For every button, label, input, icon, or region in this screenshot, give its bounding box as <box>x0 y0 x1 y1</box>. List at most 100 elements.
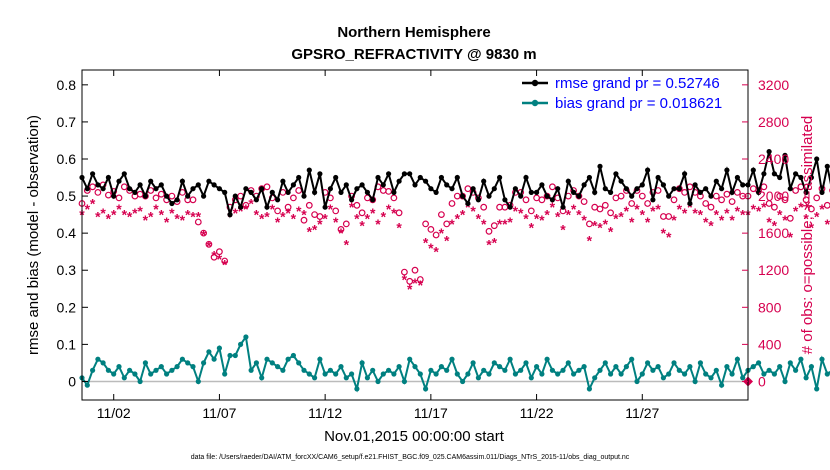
rmse-point <box>803 189 809 195</box>
bias-point <box>380 371 386 377</box>
bias-point <box>528 375 534 381</box>
bias-point <box>787 360 793 366</box>
possible-obs-point <box>718 196 725 204</box>
possible-obs-point <box>802 196 810 204</box>
bias-point <box>449 356 455 362</box>
assimilated-obs-point: * <box>761 199 767 215</box>
rmse-point <box>142 193 148 199</box>
rmse-point <box>121 171 127 177</box>
assimilated-obs-point: * <box>486 236 492 252</box>
bias-point <box>682 371 688 377</box>
rmse-point <box>232 193 238 199</box>
possible-obs-point <box>342 220 350 228</box>
rmse-point <box>555 186 561 192</box>
bias-point <box>438 364 444 370</box>
assimilated-obs-point: * <box>682 205 688 221</box>
bias-point <box>444 367 450 373</box>
rmse-point <box>697 189 704 195</box>
assimilated-obs-point: * <box>581 212 587 228</box>
bias-point <box>375 378 381 385</box>
rmse-point <box>312 189 318 195</box>
possible-obs-point <box>628 200 636 207</box>
assimilated-obs-point: * <box>576 207 582 223</box>
assimilated-obs-point: * <box>819 201 825 217</box>
bias-point <box>719 382 725 388</box>
bias-point <box>338 364 344 370</box>
rmse-point <box>211 182 217 188</box>
possible-obs-point <box>638 192 646 200</box>
y-tick-label: 0.4 <box>57 225 77 241</box>
bias-point <box>153 367 159 373</box>
assimilated-obs-point: * <box>439 225 445 241</box>
rmse-point <box>116 178 122 184</box>
x-tick-label: 11/22 <box>520 405 554 421</box>
bias-point <box>116 364 122 370</box>
bias-point <box>222 371 228 377</box>
possible-obs-point <box>295 187 303 194</box>
chart-title: Northern Hemisphere <box>337 24 490 41</box>
rmse-point <box>380 182 386 188</box>
possible-obs-point <box>337 225 345 233</box>
rmse-point <box>148 178 154 184</box>
assimilated-obs-point: * <box>502 216 508 232</box>
assimilated-obs-point: * <box>211 247 217 263</box>
bias-point <box>460 378 466 385</box>
rmse-point <box>719 186 725 192</box>
assimilated-obs-point: * <box>95 209 101 225</box>
rmse-point <box>491 186 497 192</box>
bias-point <box>127 367 133 373</box>
bias-point <box>312 375 318 381</box>
y2-tick-label: 1600 <box>758 225 789 241</box>
assimilated-obs-point: * <box>740 207 746 223</box>
possible-obs-point <box>734 188 741 196</box>
bias-point <box>708 375 714 381</box>
assimilated-obs-point: * <box>174 210 180 226</box>
possible-obs-point <box>765 200 773 207</box>
rmse-point <box>179 178 185 184</box>
possible-obs-point <box>707 203 715 211</box>
bias-point <box>317 356 323 362</box>
assimilated-obs-point: * <box>788 229 794 245</box>
bias-point <box>322 371 328 377</box>
assimilated-obs-point: * <box>587 233 593 249</box>
assimilated-obs-point: * <box>90 196 96 212</box>
rmse-point <box>534 189 540 195</box>
rmse-point <box>454 174 460 181</box>
possible-obs-point <box>168 192 176 200</box>
plot-area: * * ** * * * * * * * ** * * * ** * * * * **** * ** * * ** * * ** * * *… <box>78 149 830 393</box>
assimilated-obs-point: * <box>270 201 276 217</box>
rmse-point <box>708 193 714 199</box>
bias-point <box>396 364 402 370</box>
rmse-point <box>190 186 196 192</box>
assimilated-obs-point: * <box>238 203 244 219</box>
rmse-point <box>417 174 423 181</box>
assimilated-obs-point: * <box>243 201 249 217</box>
bias-point <box>105 367 111 373</box>
assimilated-obs-point: * <box>159 207 165 223</box>
y-tick-label: 0.2 <box>57 299 77 315</box>
bias-point <box>697 360 704 366</box>
rmse-point <box>814 156 820 162</box>
rmse-point <box>502 197 508 203</box>
possible-obs-point <box>670 196 678 204</box>
bias-point <box>597 367 603 373</box>
rmse-point <box>576 193 582 199</box>
rmse-point <box>137 182 143 188</box>
assimilated-obs-point: * <box>825 216 830 232</box>
rmse-point <box>391 189 397 195</box>
possible-obs-point <box>353 201 361 209</box>
assimilated-obs-point: * <box>391 205 397 221</box>
x-tick-label: 11/17 <box>414 405 448 421</box>
bias-point <box>174 364 180 370</box>
rmse-point <box>771 171 778 177</box>
rmse-point <box>523 174 529 181</box>
bias-point <box>703 371 709 377</box>
assimilated-obs-point: * <box>735 203 741 219</box>
possible-obs-point <box>781 196 789 204</box>
possible-obs-point <box>438 211 445 219</box>
bias-point <box>555 371 561 377</box>
bias-point <box>364 375 370 381</box>
bias-point <box>391 371 397 377</box>
rmse-point <box>285 189 291 195</box>
assimilated-obs-point: * <box>751 201 757 217</box>
